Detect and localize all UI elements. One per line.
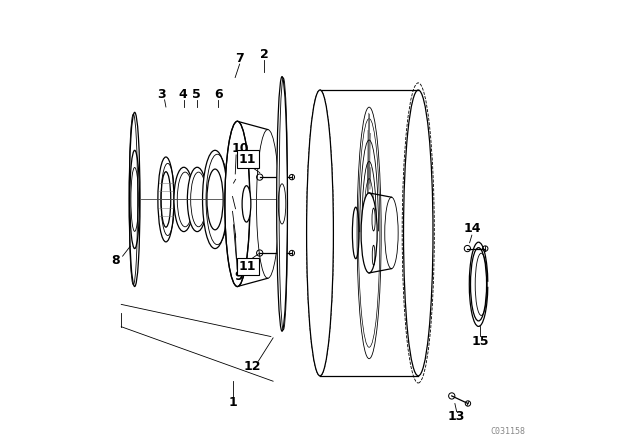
Text: 1: 1 (228, 396, 237, 409)
Text: 6: 6 (214, 88, 223, 101)
Ellipse shape (403, 90, 433, 376)
Text: 8: 8 (111, 254, 120, 267)
Text: 15: 15 (471, 335, 488, 348)
Ellipse shape (158, 157, 174, 242)
Text: 2: 2 (260, 48, 269, 61)
Ellipse shape (129, 112, 140, 287)
Text: 3: 3 (157, 88, 166, 101)
Ellipse shape (307, 90, 333, 376)
Ellipse shape (225, 121, 250, 287)
Text: 7: 7 (236, 52, 244, 65)
Ellipse shape (242, 186, 251, 222)
Ellipse shape (202, 151, 228, 249)
Text: 4: 4 (178, 88, 187, 101)
Text: 11: 11 (239, 153, 257, 166)
Text: 10: 10 (232, 142, 249, 155)
Ellipse shape (361, 193, 377, 273)
Text: 9: 9 (234, 270, 243, 283)
Text: 13: 13 (448, 410, 465, 423)
Text: C031158: C031158 (490, 427, 525, 436)
Ellipse shape (470, 248, 486, 321)
Text: 11: 11 (239, 260, 257, 273)
Text: 5: 5 (193, 88, 201, 101)
Ellipse shape (174, 167, 194, 232)
Text: 14: 14 (463, 222, 481, 235)
Text: 12: 12 (243, 360, 261, 373)
Ellipse shape (276, 77, 287, 331)
Ellipse shape (188, 167, 207, 232)
